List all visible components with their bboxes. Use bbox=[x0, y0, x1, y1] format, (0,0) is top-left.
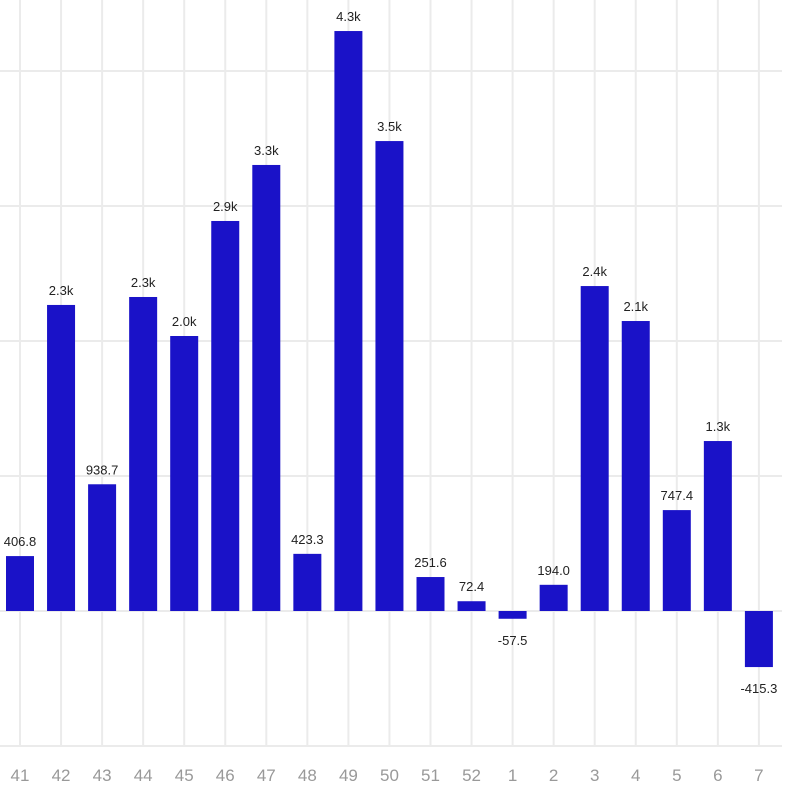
bar bbox=[498, 611, 527, 619]
data-label: 3.5k bbox=[377, 119, 402, 134]
x-tick-label: 43 bbox=[93, 766, 112, 785]
data-label: 2.4k bbox=[582, 264, 607, 279]
x-tick-label: 44 bbox=[134, 766, 153, 785]
x-tick-label: 7 bbox=[754, 766, 763, 785]
x-tick-label: 41 bbox=[11, 766, 30, 785]
data-label: 2.3k bbox=[49, 283, 74, 298]
x-tick-label: 42 bbox=[52, 766, 71, 785]
bar bbox=[170, 336, 199, 611]
x-tick-label: 51 bbox=[421, 766, 440, 785]
data-label: -57.5 bbox=[498, 633, 528, 648]
x-tick-label: 50 bbox=[380, 766, 399, 785]
data-label: 2.1k bbox=[623, 299, 648, 314]
x-tick-label: 5 bbox=[672, 766, 681, 785]
data-label: 406.8 bbox=[4, 534, 37, 549]
bar bbox=[416, 577, 445, 611]
data-label: 2.3k bbox=[131, 275, 156, 290]
data-label: 747.4 bbox=[661, 488, 694, 503]
data-label: 3.3k bbox=[254, 143, 279, 158]
bar bbox=[334, 31, 363, 612]
x-tick-label: 6 bbox=[713, 766, 722, 785]
bar bbox=[293, 553, 322, 611]
bar bbox=[211, 220, 240, 612]
x-tick-label: 47 bbox=[257, 766, 276, 785]
data-label: 2.9k bbox=[213, 199, 238, 214]
x-tick-label: 45 bbox=[175, 766, 194, 785]
bar bbox=[703, 441, 732, 611]
data-label: 938.7 bbox=[86, 462, 119, 477]
data-label: 2.0k bbox=[172, 314, 197, 329]
bar bbox=[375, 141, 404, 611]
bar bbox=[539, 584, 568, 611]
x-tick-label: 1 bbox=[508, 766, 517, 785]
bar bbox=[580, 286, 609, 611]
bar bbox=[129, 296, 158, 611]
data-label: 72.4 bbox=[459, 579, 484, 594]
bar bbox=[252, 164, 281, 611]
bar bbox=[88, 484, 117, 611]
bar bbox=[621, 321, 650, 611]
data-label: 4.3k bbox=[336, 9, 361, 24]
bar bbox=[6, 556, 34, 611]
data-label: -415.3 bbox=[740, 681, 777, 696]
data-label: 1.3k bbox=[706, 419, 731, 434]
bar bbox=[662, 510, 691, 611]
bar bbox=[47, 304, 76, 611]
x-tick-label: 46 bbox=[216, 766, 235, 785]
x-tick-label: 52 bbox=[462, 766, 481, 785]
data-label: 194.0 bbox=[537, 563, 570, 578]
bar bbox=[457, 601, 486, 611]
x-tick-label: 3 bbox=[590, 766, 599, 785]
x-tick-label: 48 bbox=[298, 766, 317, 785]
x-tick-label: 4 bbox=[631, 766, 640, 785]
x-tick-label: 2 bbox=[549, 766, 558, 785]
data-label: 423.3 bbox=[291, 532, 324, 547]
x-tick-label: 49 bbox=[339, 766, 358, 785]
bar bbox=[744, 611, 773, 668]
data-label: 251.6 bbox=[414, 555, 447, 570]
